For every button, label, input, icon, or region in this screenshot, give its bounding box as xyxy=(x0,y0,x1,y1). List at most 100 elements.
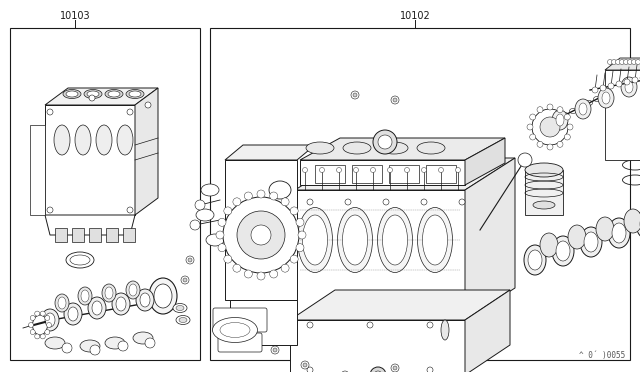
Circle shape xyxy=(557,141,563,147)
Polygon shape xyxy=(135,88,158,215)
Circle shape xyxy=(186,256,194,264)
Ellipse shape xyxy=(552,236,574,266)
Ellipse shape xyxy=(105,337,125,349)
Circle shape xyxy=(351,91,359,99)
Circle shape xyxy=(537,141,543,147)
Circle shape xyxy=(456,167,461,173)
Ellipse shape xyxy=(116,297,126,311)
Circle shape xyxy=(374,371,382,372)
Circle shape xyxy=(273,348,277,352)
Ellipse shape xyxy=(179,317,187,323)
Circle shape xyxy=(371,167,376,173)
Ellipse shape xyxy=(55,294,69,312)
Circle shape xyxy=(188,258,192,262)
Circle shape xyxy=(427,322,433,328)
Circle shape xyxy=(190,220,200,230)
Circle shape xyxy=(223,197,299,273)
Circle shape xyxy=(459,199,465,205)
Circle shape xyxy=(632,60,637,64)
Ellipse shape xyxy=(117,125,133,155)
Ellipse shape xyxy=(126,281,140,299)
Circle shape xyxy=(45,315,50,320)
Ellipse shape xyxy=(343,142,371,154)
Circle shape xyxy=(537,107,543,113)
Circle shape xyxy=(257,190,265,198)
Circle shape xyxy=(636,60,640,64)
Ellipse shape xyxy=(306,142,334,154)
Ellipse shape xyxy=(154,284,172,308)
Polygon shape xyxy=(605,58,640,70)
Circle shape xyxy=(530,134,536,140)
Circle shape xyxy=(307,199,313,205)
Polygon shape xyxy=(465,290,510,372)
Circle shape xyxy=(127,109,133,115)
Ellipse shape xyxy=(88,297,106,319)
Ellipse shape xyxy=(596,217,614,241)
Circle shape xyxy=(296,244,304,252)
Circle shape xyxy=(608,83,614,89)
Circle shape xyxy=(47,109,53,115)
Ellipse shape xyxy=(441,320,449,340)
Circle shape xyxy=(301,361,309,369)
Circle shape xyxy=(393,366,397,370)
Circle shape xyxy=(296,218,304,226)
Circle shape xyxy=(387,167,392,173)
Ellipse shape xyxy=(212,317,257,343)
Bar xyxy=(352,165,382,183)
Circle shape xyxy=(216,231,224,239)
Ellipse shape xyxy=(533,201,555,209)
Circle shape xyxy=(47,207,53,213)
Ellipse shape xyxy=(612,223,626,243)
Circle shape xyxy=(620,60,625,64)
Ellipse shape xyxy=(602,92,610,104)
Ellipse shape xyxy=(422,215,447,265)
Polygon shape xyxy=(45,105,135,215)
Circle shape xyxy=(632,77,638,83)
Circle shape xyxy=(422,167,426,173)
Ellipse shape xyxy=(75,125,91,155)
Ellipse shape xyxy=(556,241,570,261)
Ellipse shape xyxy=(378,208,413,273)
Circle shape xyxy=(244,270,252,278)
Circle shape xyxy=(341,371,349,372)
Circle shape xyxy=(244,192,252,200)
Circle shape xyxy=(564,134,570,140)
Circle shape xyxy=(391,96,399,104)
Circle shape xyxy=(337,167,342,173)
Circle shape xyxy=(218,244,226,252)
Circle shape xyxy=(298,231,306,239)
Circle shape xyxy=(527,124,533,130)
Text: 10103: 10103 xyxy=(60,11,90,21)
Ellipse shape xyxy=(579,103,587,115)
Circle shape xyxy=(251,225,271,245)
Circle shape xyxy=(303,167,307,173)
Circle shape xyxy=(373,130,397,154)
Ellipse shape xyxy=(133,332,153,344)
Circle shape xyxy=(218,218,226,226)
Circle shape xyxy=(383,199,389,205)
Text: ^ 0´ )0055: ^ 0´ )0055 xyxy=(579,351,625,360)
Circle shape xyxy=(624,79,630,85)
Circle shape xyxy=(530,114,536,120)
Polygon shape xyxy=(30,125,45,215)
Ellipse shape xyxy=(41,309,59,331)
Circle shape xyxy=(195,200,205,210)
Ellipse shape xyxy=(45,313,55,327)
Circle shape xyxy=(623,60,628,64)
Ellipse shape xyxy=(196,209,214,221)
Circle shape xyxy=(30,315,35,320)
Circle shape xyxy=(224,207,232,215)
Ellipse shape xyxy=(66,91,78,97)
Ellipse shape xyxy=(63,90,81,99)
Circle shape xyxy=(592,87,598,93)
Polygon shape xyxy=(525,170,563,215)
Circle shape xyxy=(269,270,278,278)
Ellipse shape xyxy=(149,278,177,314)
Bar xyxy=(389,165,419,183)
Circle shape xyxy=(303,363,307,367)
Circle shape xyxy=(616,81,622,87)
Ellipse shape xyxy=(129,91,141,97)
Circle shape xyxy=(35,311,40,316)
Circle shape xyxy=(307,367,313,372)
Polygon shape xyxy=(290,290,510,320)
